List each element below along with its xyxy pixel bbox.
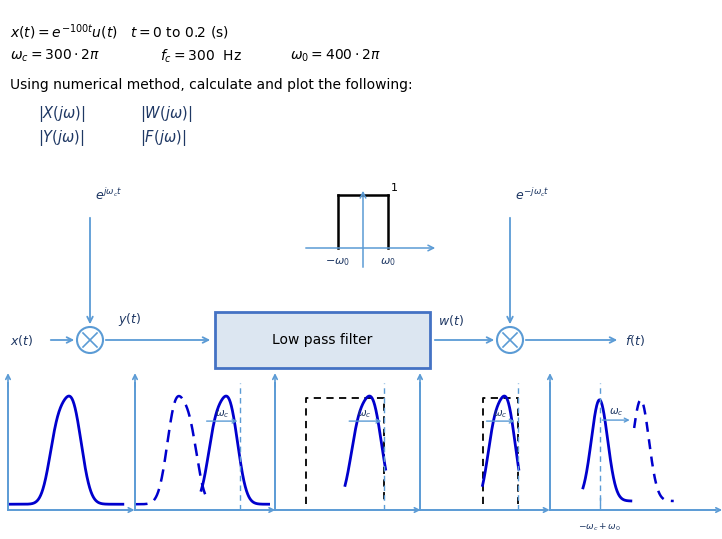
Text: $|F(j\omega)|$: $|F(j\omega)|$ [140,128,186,148]
Text: $f_c = 300$  Hz: $f_c = 300$ Hz [160,48,242,65]
Text: $-\omega_c+\omega_0$: $-\omega_c+\omega_0$ [578,521,621,533]
Text: $y(t)$: $y(t)$ [118,311,142,328]
Text: $e^{-j\omega_c t}$: $e^{-j\omega_c t}$ [515,187,549,203]
Text: $\omega_0 = 400 \cdot 2\pi$: $\omega_0 = 400 \cdot 2\pi$ [290,48,381,64]
Text: $\omega_c$: $\omega_c$ [215,409,230,420]
Text: Low pass filter: Low pass filter [272,333,373,347]
Text: $\omega_c = 300 \cdot 2\pi$: $\omega_c = 300 \cdot 2\pi$ [10,48,100,64]
Text: 1: 1 [391,183,398,193]
Text: Using numerical method, calculate and plot the following:: Using numerical method, calculate and pl… [10,78,413,92]
Text: $w(t)$: $w(t)$ [438,313,464,328]
Text: $e^{j\omega_c t}$: $e^{j\omega_c t}$ [95,187,122,203]
Text: $f(t)$: $f(t)$ [625,334,645,349]
Text: $x(t)$: $x(t)$ [10,334,33,349]
Text: $|X(j\omega)|$: $|X(j\omega)|$ [38,104,86,124]
Text: $\omega_c$: $\omega_c$ [492,409,508,420]
Text: $-\omega_0$: $-\omega_0$ [326,256,350,268]
Text: $x(t) = e^{-100t}u(t)$   $t = 0$ to $0.2$ (s): $x(t) = e^{-100t}u(t)$ $t = 0$ to $0.2$ … [10,22,229,42]
Text: $\omega_c$: $\omega_c$ [357,409,372,420]
Text: $\omega_c$: $\omega_c$ [609,406,623,418]
Text: $|Y(j\omega)|$: $|Y(j\omega)|$ [38,128,84,148]
Bar [215,312,430,368]
Text: $\omega_0$: $\omega_0$ [380,256,396,268]
Text: $|W(j\omega)|$: $|W(j\omega)|$ [140,104,192,124]
